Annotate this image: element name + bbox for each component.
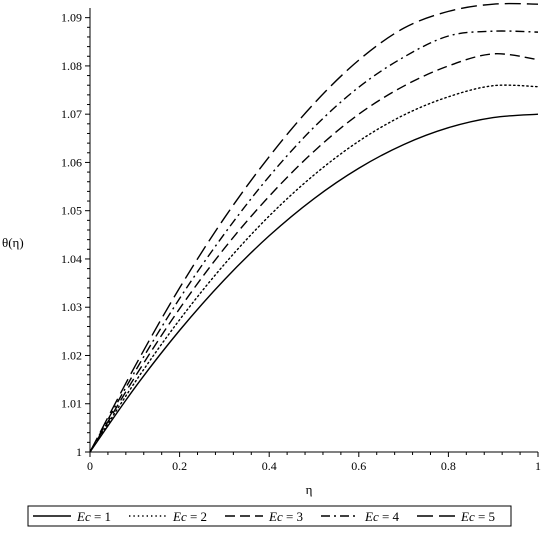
series-line-ec-4	[89, 30, 539, 453]
legend-label-ec-1: Ec = 1	[76, 509, 111, 524]
legend-label-ec-3: Ec = 3	[268, 509, 303, 524]
x-tick-label: 0.2	[172, 459, 187, 473]
y-tick-label: 1.03	[61, 300, 82, 314]
series-line-ec-5	[89, 2, 539, 453]
series-line-ec-1	[89, 113, 539, 453]
y-tick-label: 1.06	[61, 155, 82, 169]
y-tick-label: 1.09	[61, 11, 82, 25]
legend-box	[27, 505, 512, 527]
series-layer	[89, 2, 539, 453]
x-tick-label: 0.4	[262, 459, 277, 473]
legend: Ec = 1 Ec = 2 Ec = 3 Ec = 4 Ec = 5	[27, 505, 512, 527]
y-axis-label: θ(η)	[2, 235, 24, 250]
x-tick-label: 0.6	[351, 459, 366, 473]
y-tick-label: 1.07	[61, 107, 82, 121]
x-axis-label: η	[306, 482, 313, 497]
y-tick-label: 1.05	[61, 204, 82, 218]
legend-label-ec-2: Ec = 2	[172, 509, 207, 524]
y-tick-label: 1.08	[61, 59, 82, 73]
y-tick-label: 1	[76, 445, 82, 459]
x-tick-label: 0.8	[441, 459, 456, 473]
series-line-ec-2	[89, 84, 539, 453]
y-tick-label: 1.04	[61, 252, 82, 266]
y-tick-label: 1.01	[61, 397, 82, 411]
x-tick-label: 0	[87, 459, 93, 473]
legend-label-ec-4: Ec = 4	[364, 509, 400, 524]
x-tick-label: 1	[535, 459, 541, 473]
legend-label-ec-5: Ec = 5	[460, 509, 495, 524]
axes: 1 1.01 1.02 1.03 1.04 1.05 1.06 1.07 1.08 1.09 0 0.…	[61, 8, 541, 473]
y-tick-label: 1.02	[61, 348, 82, 362]
series-line-ec-3	[89, 53, 539, 453]
